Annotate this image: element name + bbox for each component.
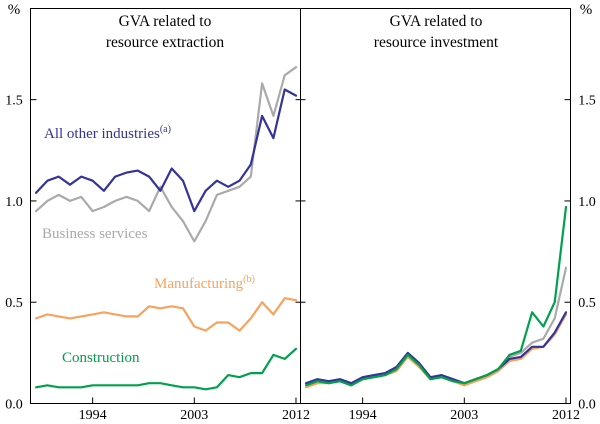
series-label-text: Manufacturing — [154, 276, 244, 292]
y-tick-label-right: 1.0 — [578, 195, 596, 210]
y-tick-label-left: 0.0 — [5, 398, 23, 413]
series-line-all-other-industries — [34, 88, 298, 213]
series-label-all-other-industries: All other industries(a) — [44, 124, 171, 143]
x-tick-label: 1994 — [79, 408, 107, 423]
y-axis-unit-right: % — [579, 2, 593, 18]
y-tick-label-left: 1.5 — [5, 94, 23, 109]
x-tick-label: 2012 — [552, 408, 580, 423]
series-label-business-services: Business services — [42, 226, 147, 243]
series-line-construction — [305, 205, 568, 387]
series-line-all-other-industries — [305, 311, 568, 385]
series-line-construction — [34, 347, 298, 391]
x-tick-label: 1994 — [349, 408, 377, 423]
y-axis-unit-left: % — [7, 2, 21, 18]
panel-title-investment: GVA related to resource investment — [373, 13, 499, 51]
series-label-manufacturing: Manufacturing(b) — [154, 274, 255, 293]
series-line-manufacturing — [34, 297, 298, 332]
y-tick-label-right: 0.5 — [578, 296, 596, 311]
series-label-text: Business services — [42, 226, 148, 242]
series-label-construction: Construction — [62, 350, 140, 367]
x-tick-label: 2003 — [450, 408, 478, 423]
series-label-text: All other industries — [44, 126, 160, 142]
series-line-business-services — [34, 66, 298, 243]
footnote-marker-b: (b) — [243, 274, 255, 285]
y-tick-label-right: 1.5 — [578, 94, 596, 109]
y-tick-label-right: 0.0 — [578, 398, 596, 413]
x-tick-label: 2003 — [180, 408, 208, 423]
series-label-text: Construction — [62, 350, 140, 366]
x-tick-label: 2012 — [282, 408, 310, 423]
panel-title-extraction: GVA related to resource extraction — [105, 13, 225, 51]
footnote-marker-a: (a) — [159, 124, 171, 135]
y-tick-label-left: 1.0 — [5, 195, 23, 210]
y-tick-label-left: 0.5 — [5, 296, 23, 311]
